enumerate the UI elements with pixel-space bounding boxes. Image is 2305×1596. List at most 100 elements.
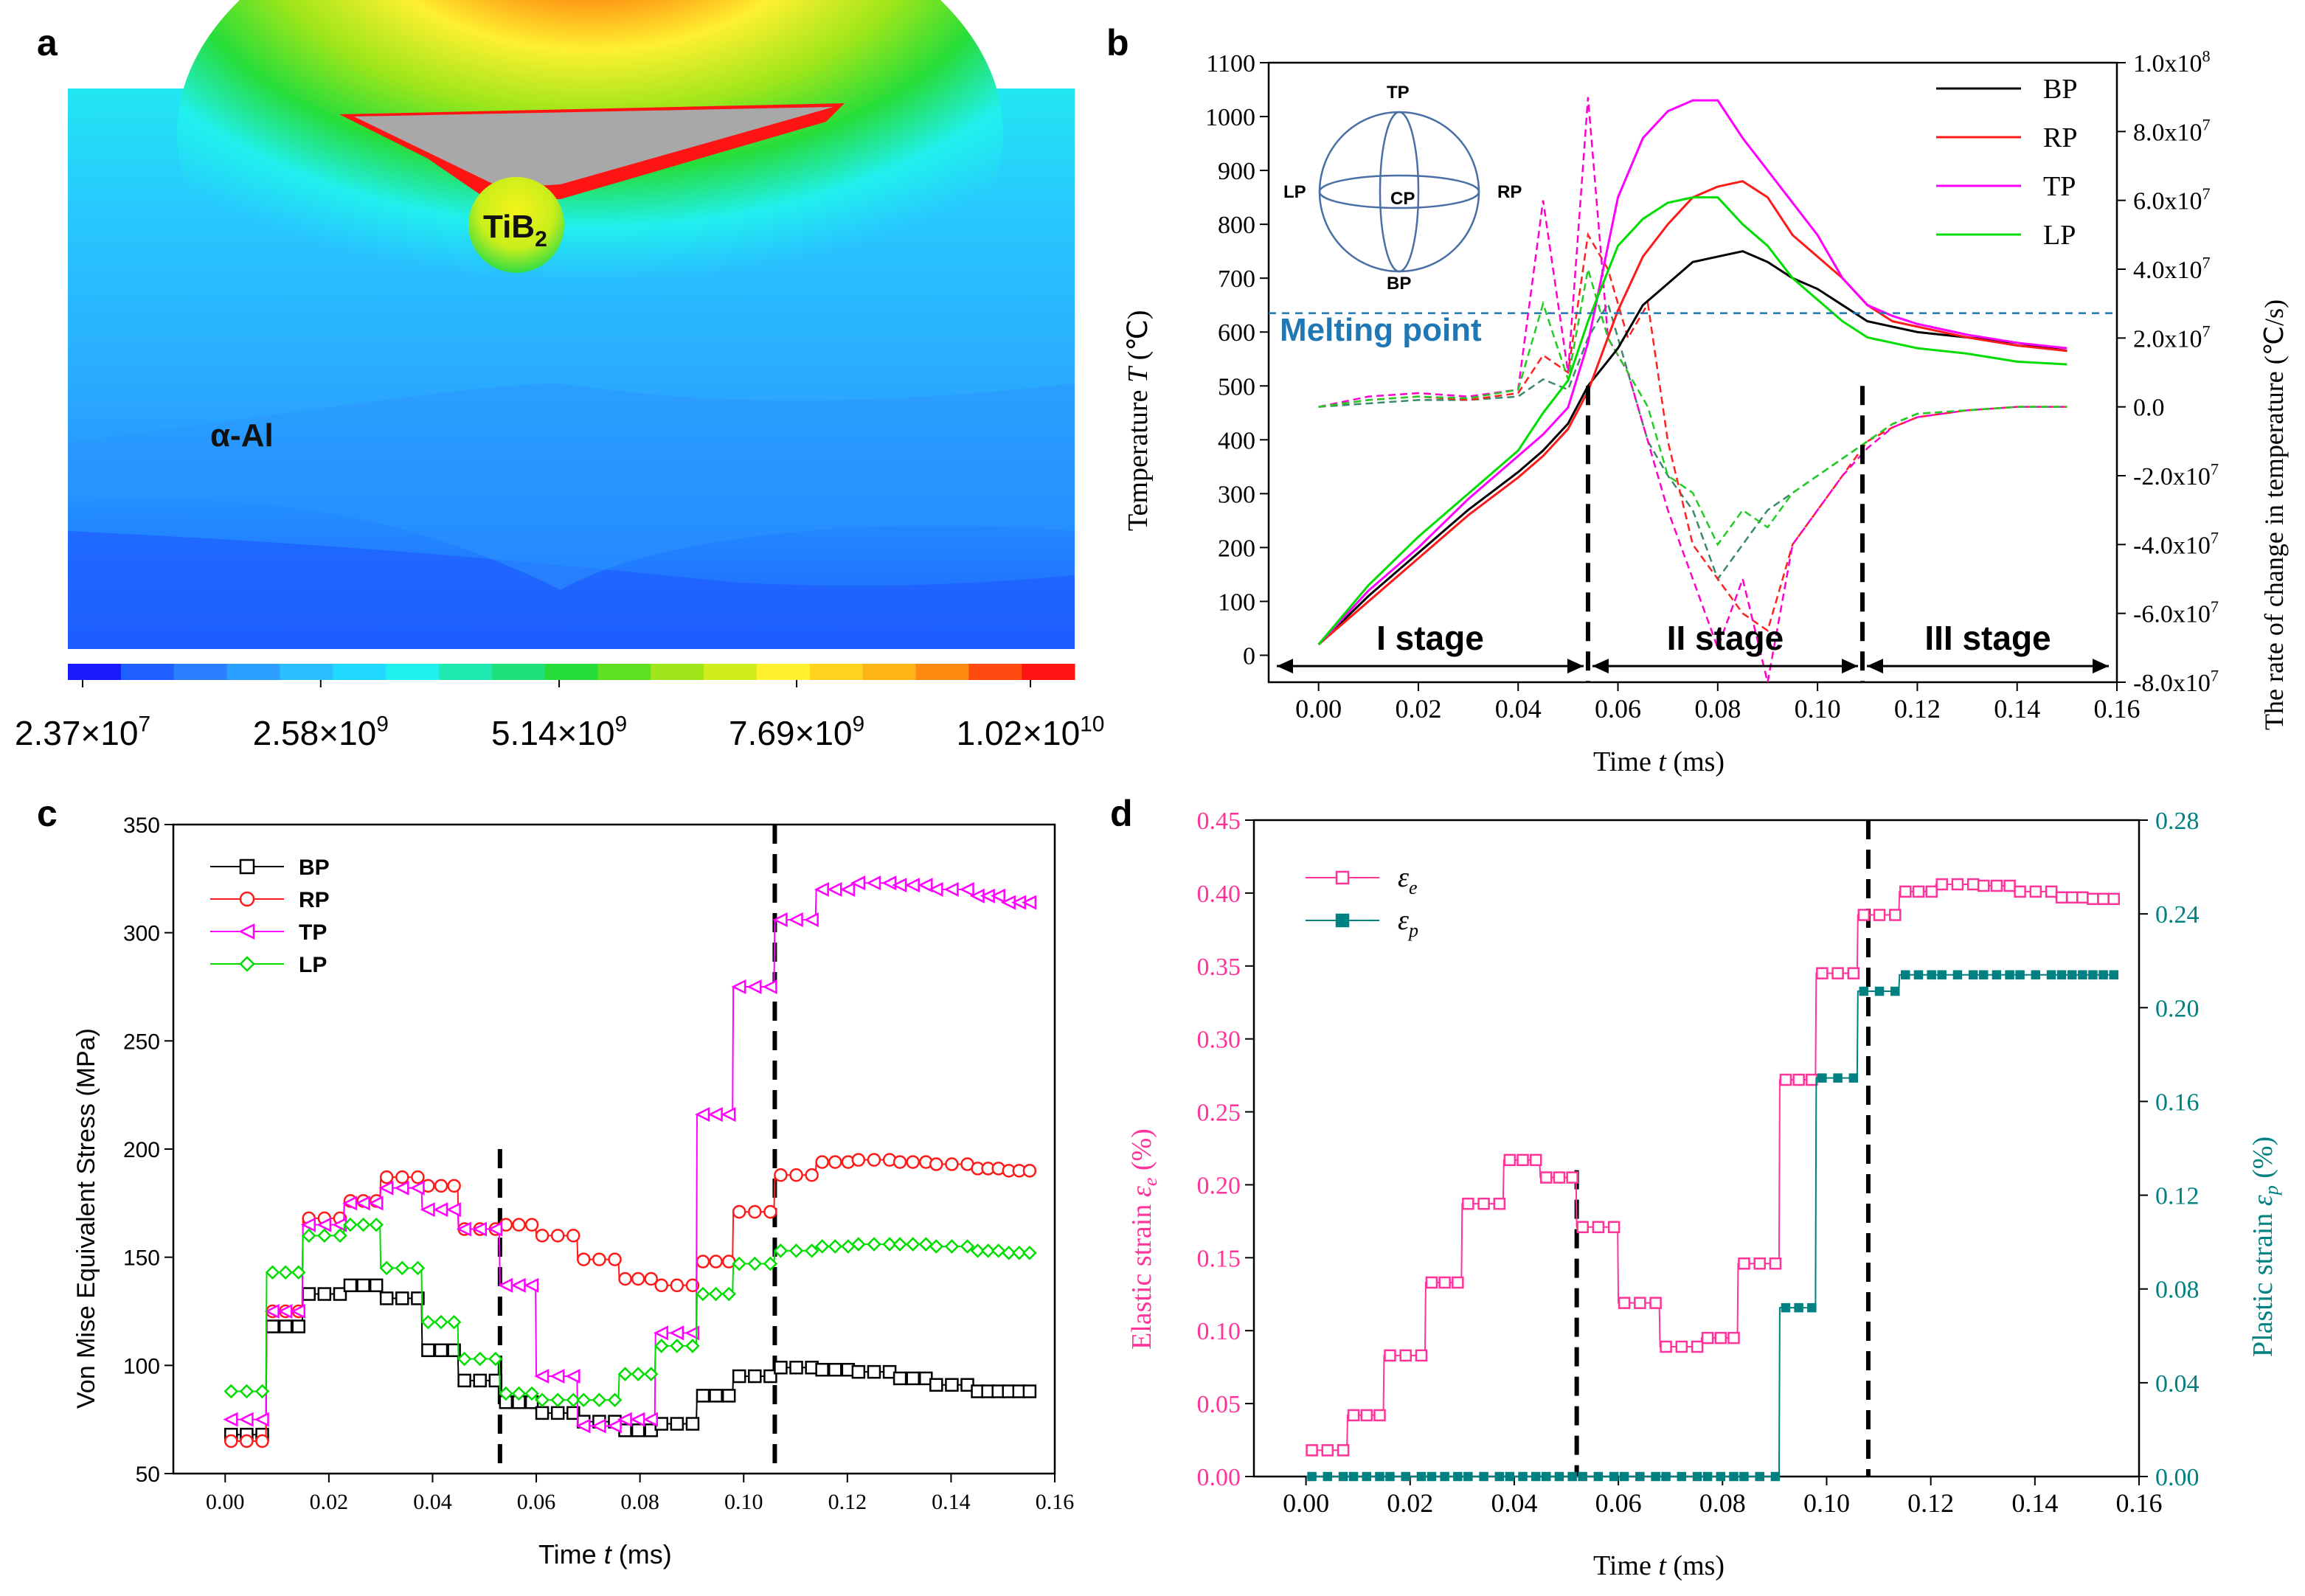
rate-line-RP [1318, 232, 2067, 633]
rate-line-LP [1318, 268, 2067, 547]
colorbar-segment [280, 664, 333, 680]
data-point [511, 1386, 527, 1401]
data-point [696, 1255, 710, 1269]
data-point [223, 1384, 239, 1399]
y-axis-label-c: Von Mise Equivalent Stress (MPa) [72, 1028, 100, 1409]
data-point [708, 1286, 724, 1302]
y-tick-label: 200 [123, 1138, 160, 1162]
panel-label-c: c [37, 793, 58, 834]
data-point [1503, 1153, 1517, 1167]
legend-label-RP: RP [2043, 122, 2077, 153]
data-point [1899, 885, 1912, 898]
data-point [1661, 1471, 1671, 1482]
data-point [892, 1155, 907, 1169]
data-point [1493, 1197, 1506, 1210]
plot-frame-d [1252, 819, 2141, 1478]
x-tick-label: 0.00 [1283, 1488, 1329, 1518]
data-point [1348, 1471, 1359, 1482]
stage-arrowhead [1867, 659, 1883, 674]
colorbar-tick-label: 5.14×109 [491, 712, 627, 752]
particle-label: TiB2 [483, 209, 547, 251]
data-point [653, 1325, 668, 1341]
stage-label: II stage [1667, 619, 1784, 657]
x-tick-label: 0.02 [1395, 694, 1441, 724]
data-point [841, 1239, 856, 1254]
data-point [238, 1412, 254, 1427]
data-point [550, 1406, 565, 1420]
data-point [1438, 1276, 1451, 1289]
y2-tick-label: 0.20 [2155, 995, 2200, 1022]
data-point [2003, 879, 2016, 892]
data-point [1567, 1471, 1577, 1482]
line-plastic [1306, 974, 2118, 1477]
data-point [1619, 1471, 1629, 1482]
data-point [566, 1229, 580, 1243]
data-point [1937, 970, 1947, 980]
y2-tick-label: 0.12 [2155, 1183, 2200, 1210]
data-point [814, 1239, 830, 1254]
data-point [591, 1418, 606, 1434]
data-point [343, 1278, 358, 1293]
data-point [1022, 895, 1037, 910]
y-tick-label: 0.05 [1197, 1391, 1241, 1418]
sphere-meridian [1379, 111, 1420, 273]
data-point [1335, 870, 1350, 885]
panel-d: d 0.00 0.02 0.04 0.06 0.08 0.10 0.12 0.14 0.160.… [1110, 793, 2282, 1581]
data-point [473, 1373, 487, 1388]
data-point [685, 1417, 700, 1431]
y-tick-label: 0.35 [1197, 954, 1241, 981]
data-point [1729, 1471, 1739, 1482]
data-point [670, 1417, 684, 1431]
data-point [266, 1319, 280, 1333]
data-point [2055, 891, 2068, 904]
y-tick-label: 800 [1218, 212, 1255, 239]
data-point [990, 888, 1005, 903]
data-point [566, 1392, 581, 1408]
data-point [980, 1243, 996, 1258]
sphere-label-top: TP [1387, 83, 1410, 103]
y-tick-label: 0.25 [1197, 1100, 1241, 1127]
x-tick-label: 0.08 [1699, 1488, 1746, 1518]
data-point [731, 979, 746, 995]
data-point [1335, 913, 1350, 928]
data-point [535, 1406, 550, 1420]
legend-label: εe [1398, 862, 1418, 898]
data-point [685, 1278, 700, 1293]
legend-label-RP: RP [299, 888, 330, 912]
data-point [379, 1291, 394, 1305]
colorbar-segment [386, 664, 440, 680]
data-point [1978, 970, 1989, 980]
data-point [881, 875, 897, 891]
data-point [709, 1389, 723, 1403]
y-tick-label: 1000 [1205, 104, 1255, 131]
y-tick-label: 150 [123, 1246, 160, 1271]
x-tick-label: 0.16 [1036, 1490, 1075, 1514]
temperature-line-LP [1317, 196, 2067, 645]
data-point [577, 1252, 591, 1266]
data-point [631, 1367, 645, 1381]
stage-labels: I stage II stage III stage [1277, 619, 2109, 674]
data-point [944, 1239, 960, 1254]
data-point [1618, 1297, 1631, 1309]
data-point [866, 875, 881, 891]
data-point [943, 881, 959, 898]
data-point [732, 1369, 746, 1384]
legend-label-LP: LP [2043, 220, 2076, 251]
data-point [905, 1237, 921, 1252]
colorbar-tick-label: 7.69×109 [729, 712, 864, 752]
data-point [1607, 1221, 1621, 1234]
data-point [302, 1287, 316, 1301]
stage-arrowhead [1567, 659, 1584, 674]
data-point [1951, 878, 1964, 891]
data-point [592, 1252, 606, 1266]
x-tick-label: 0.04 [413, 1490, 452, 1514]
data-point [1913, 970, 1924, 980]
data-point [670, 1339, 684, 1353]
y2-tick-label: 0.28 [2155, 808, 2200, 835]
colorbar-segment [226, 664, 280, 680]
y-tick-label: 300 [123, 922, 160, 946]
data-point [774, 1167, 788, 1182]
y2-tick-label: -8.0x107 [2133, 666, 2219, 697]
y2-tick-label: 1.0x108 [2133, 46, 2211, 77]
data-point [394, 1180, 409, 1196]
